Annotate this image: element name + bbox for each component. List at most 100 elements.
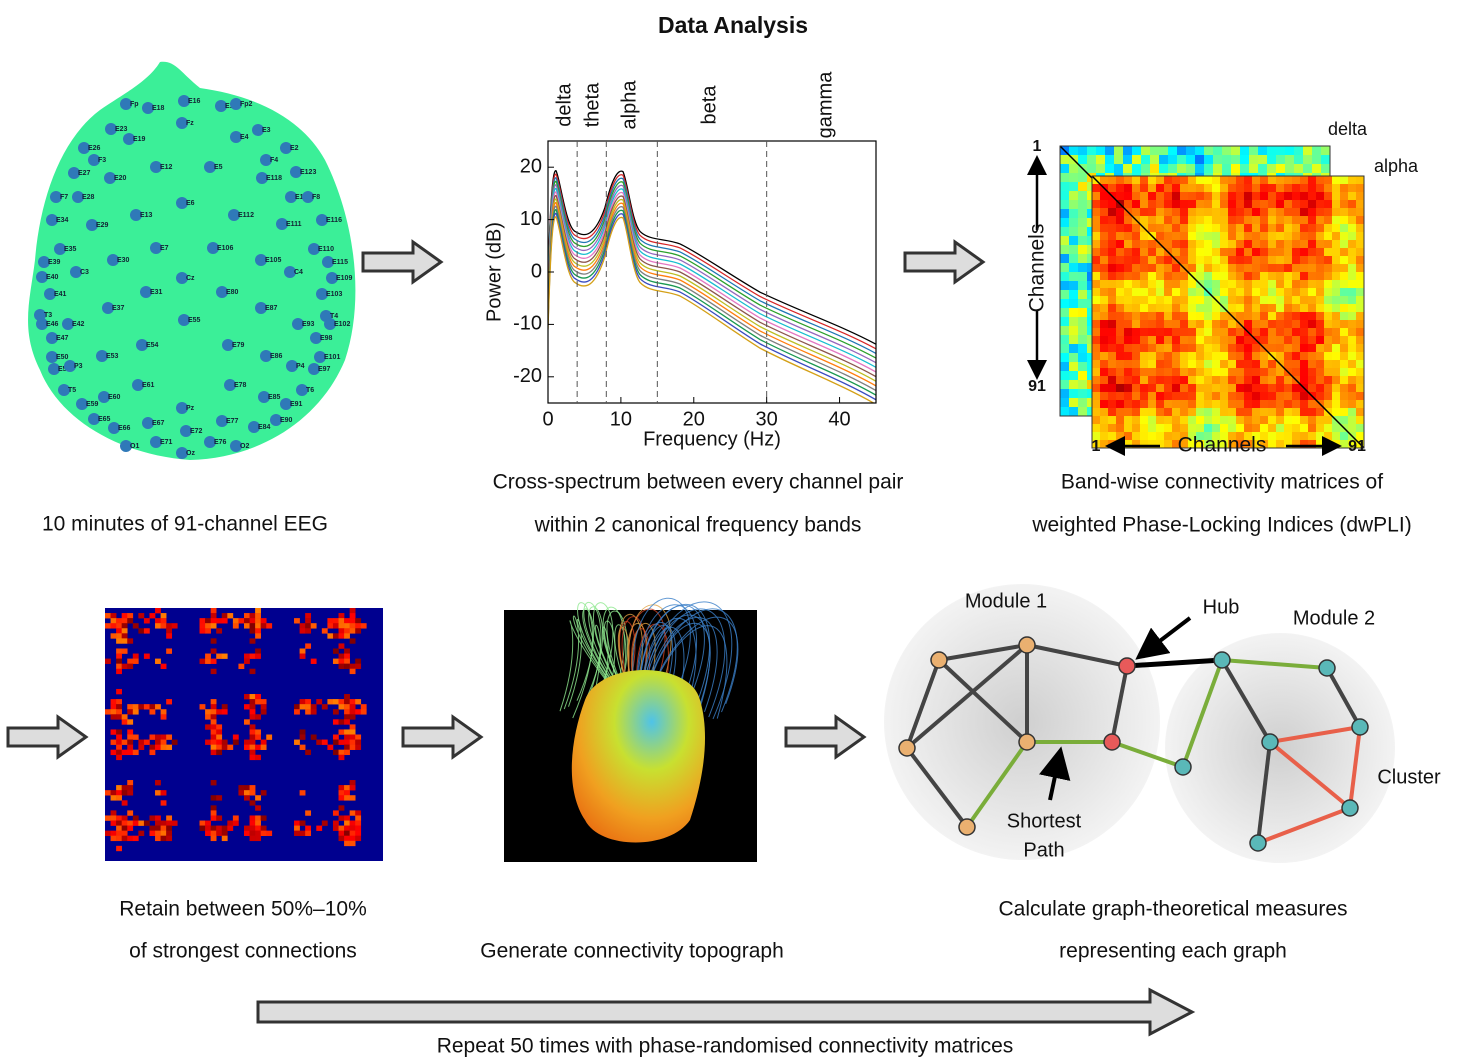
cell: [1156, 416, 1164, 424]
electrode-label: E35: [64, 246, 77, 253]
cell: [1324, 368, 1332, 376]
cell: [1348, 200, 1356, 208]
cell: [1300, 424, 1308, 432]
cell: [1332, 296, 1340, 304]
cell: [1348, 304, 1356, 312]
cell: [1108, 432, 1116, 440]
cell: [1108, 304, 1116, 312]
cell: [1308, 352, 1316, 360]
cell: [1340, 336, 1348, 344]
cell: [1204, 368, 1212, 376]
cell: [1060, 362, 1069, 371]
cell: [122, 785, 128, 790]
cell: [1260, 320, 1268, 328]
cell: [1078, 209, 1087, 218]
spectra: [548, 171, 876, 405]
cell: [1148, 296, 1156, 304]
cell: [122, 664, 128, 669]
cell: [1268, 320, 1276, 328]
cell: [1268, 216, 1276, 224]
cell: [339, 633, 345, 638]
cell: [1164, 256, 1172, 264]
cell: [1092, 368, 1100, 376]
cell: [205, 618, 211, 623]
cell: [1116, 296, 1124, 304]
cell: [1116, 304, 1124, 312]
cell: [1140, 360, 1148, 368]
cell: [155, 659, 161, 664]
cell: [1188, 352, 1196, 360]
y-tick-label: -10: [513, 313, 542, 335]
cell: [1100, 312, 1108, 320]
cell: [1204, 352, 1212, 360]
cell: [1180, 304, 1188, 312]
cell: [1324, 232, 1332, 240]
cell: [1140, 280, 1148, 288]
cell: [1132, 288, 1140, 296]
electrode-label: E46: [46, 321, 59, 328]
cell: [1316, 312, 1324, 320]
cell: [1300, 256, 1308, 264]
cell: [1300, 344, 1308, 352]
cell: [1069, 380, 1078, 389]
cell: [144, 704, 150, 709]
cell: [1252, 216, 1260, 224]
electrode-label: E91: [290, 401, 303, 408]
cell: [1292, 304, 1300, 312]
cell: [1348, 424, 1356, 432]
cell: [1060, 344, 1069, 353]
cell: [1212, 312, 1220, 320]
cell: [116, 846, 122, 851]
cell: [1340, 192, 1348, 200]
cell: [1252, 376, 1260, 384]
cell: [1100, 344, 1108, 352]
cell: [1148, 200, 1156, 208]
cell: [1236, 184, 1244, 192]
cell: [355, 709, 361, 714]
cell: [1092, 208, 1100, 216]
cell: [1276, 304, 1284, 312]
cell: [250, 654, 256, 659]
cell: [216, 735, 222, 740]
cell: [1356, 184, 1364, 192]
cell: [1180, 288, 1188, 296]
cell: [255, 729, 261, 734]
cell: [133, 704, 139, 709]
cell: [1172, 192, 1180, 200]
cell: [255, 745, 261, 750]
cell: [1268, 384, 1276, 392]
cell: [1108, 328, 1116, 336]
cell: [1348, 312, 1356, 320]
cell: [1324, 400, 1332, 408]
cell: [1332, 424, 1340, 432]
cell: [1188, 200, 1196, 208]
cell: [1348, 320, 1356, 328]
cell: [1236, 264, 1244, 272]
cell: [1196, 272, 1204, 280]
cell: [1100, 192, 1108, 200]
cell: [1132, 360, 1140, 368]
cell: [1060, 164, 1069, 173]
cell: [1156, 432, 1164, 440]
cell: [1332, 208, 1340, 216]
cell: [1228, 240, 1236, 248]
cell: [250, 623, 256, 628]
cell: [1092, 392, 1100, 400]
cell: [1108, 376, 1116, 384]
electrode-label: E42: [72, 321, 85, 328]
cell: [1148, 384, 1156, 392]
cell: [355, 699, 361, 704]
cell: [1292, 384, 1300, 392]
cell: [211, 750, 217, 755]
cell: [1069, 209, 1078, 218]
cell: [1228, 184, 1236, 192]
cell: [1260, 240, 1268, 248]
cell: [1252, 200, 1260, 208]
cell: [1060, 218, 1069, 227]
electrode-label: E59: [86, 401, 99, 408]
cell: [1132, 408, 1140, 416]
cell: [1204, 328, 1212, 336]
cell: [1332, 408, 1340, 416]
cell: [344, 719, 350, 724]
cell: [1188, 312, 1196, 320]
